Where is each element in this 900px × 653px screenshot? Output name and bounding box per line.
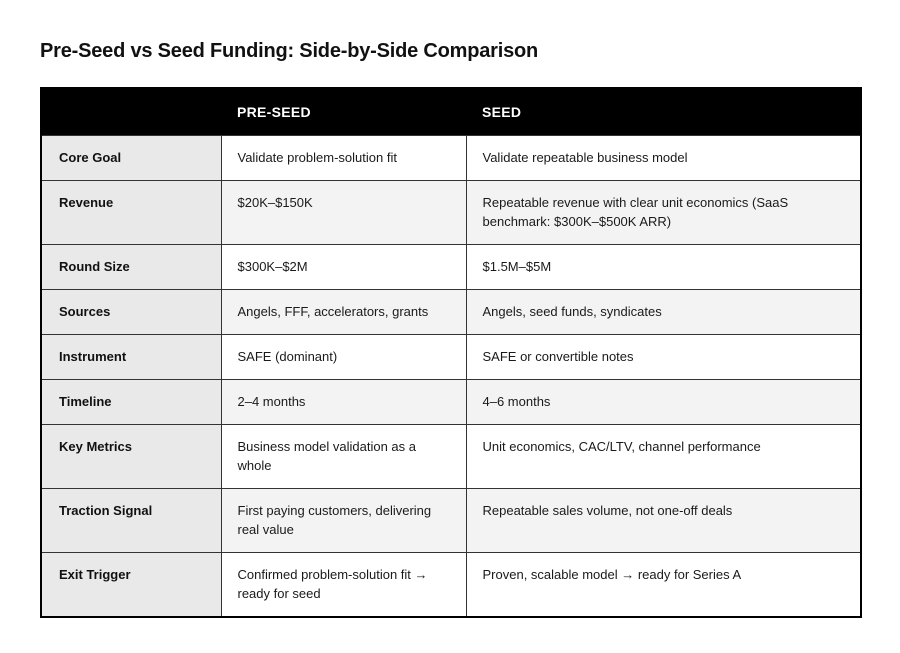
header-cell-pre-seed: PRE-SEED [221,88,466,136]
row-label: Revenue [41,180,221,245]
table-row: Sources Angels, FFF, accelerators, grant… [41,289,861,335]
pre-seed-cell: $20K–$150K [220,180,466,245]
comparison-table: PRE-SEED SEED Core Goal Validate problem… [40,87,862,618]
seed-cell: Repeatable sales volume, not one-off dea… [465,488,861,553]
row-label: Traction Signal [41,488,221,553]
pre-seed-cell: Confirmed problem-solution fit → ready f… [220,552,466,617]
seed-cell: $1.5M–$5M [465,244,861,290]
row-label: Exit Trigger [41,552,221,617]
seed-cell: Unit economics, CAC/LTV, channel perform… [465,424,861,489]
row-label: Round Size [41,244,221,290]
table-row: Key Metrics Business model validation as… [41,424,861,489]
pre-seed-cell: Angels, FFF, accelerators, grants [220,289,466,335]
seed-cell: SAFE or convertible notes [465,334,861,380]
table-row: Exit Trigger Confirmed problem-solution … [41,552,861,617]
header-cell-label [41,88,221,136]
seed-cell: Angels, seed funds, syndicates [465,289,861,335]
table-header: PRE-SEED SEED [41,88,861,136]
table-body: Core Goal Validate problem-solution fit … [41,135,861,617]
pre-seed-cell: Validate problem-solution fit [220,135,466,181]
pre-seed-cell: $300K–$2M [220,244,466,290]
table-row: Core Goal Validate problem-solution fit … [41,135,861,181]
seed-cell: Repeatable revenue with clear unit econo… [465,180,861,245]
table-row: Round Size $300K–$2M $1.5M–$5M [41,244,861,290]
row-label: Timeline [41,379,221,425]
seed-cell: 4–6 months [465,379,861,425]
table-row: Instrument SAFE (dominant) SAFE or conve… [41,334,861,380]
seed-cell: Validate repeatable business model [465,135,861,181]
table-row: Traction Signal First paying customers, … [41,488,861,553]
row-label: Core Goal [41,135,221,181]
pre-seed-cell: First paying customers, delivering real … [220,488,466,553]
row-label: Key Metrics [41,424,221,489]
seed-cell: Proven, scalable model → ready for Serie… [465,552,861,617]
row-label: Instrument [41,334,221,380]
header-cell-seed: SEED [466,88,861,136]
pre-seed-cell: Business model validation as a whole [220,424,466,489]
page-title: Pre-Seed vs Seed Funding: Side-by-Side C… [40,40,539,62]
pre-seed-cell: SAFE (dominant) [220,334,466,380]
header-row: PRE-SEED SEED [41,88,861,136]
table-row: Timeline 2–4 months 4–6 months [41,379,861,425]
table-row: Revenue $20K–$150K Repeatable revenue wi… [41,180,861,245]
pre-seed-cell: 2–4 months [220,379,466,425]
row-label: Sources [41,289,221,335]
